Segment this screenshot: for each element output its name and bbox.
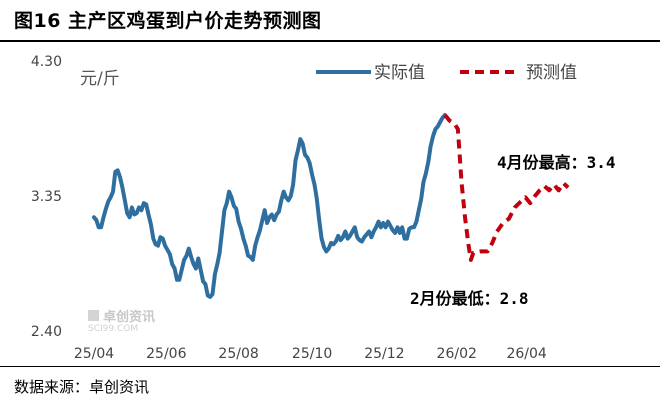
annotation-low: 2月份最低：2.8: [410, 289, 529, 308]
y-tick-label: 4.30: [31, 54, 62, 70]
legend-label-forecast: 预测值: [526, 63, 577, 83]
watermark-text: 卓创资讯: [103, 309, 155, 325]
chart-title: 图16 主产区鸡蛋到户价走势预测图: [14, 10, 322, 32]
line-chart: 卓创资讯 SCI99.COM 4.303.352.40 25/04 25/06 25…: [31, 54, 616, 362]
x-tick-label: 26/04: [506, 346, 546, 362]
x-tick-label: 25/06: [146, 346, 186, 362]
x-tick-label: 25/12: [364, 346, 404, 362]
series-line-forecast: [443, 113, 570, 262]
y-tick-label: 2.40: [31, 324, 62, 340]
watermark-logo: 卓创资讯 SCI99.COM: [88, 309, 155, 334]
watermark-subtext: SCI99.COM: [88, 324, 138, 334]
y-tick-label: 3.35: [31, 189, 62, 205]
x-tick-label: 25/10: [292, 346, 332, 362]
title-rule: [0, 40, 660, 42]
x-axis: 25/04 25/06 25/08 25/10 25/12 26/02 26/04: [74, 346, 547, 362]
y-axis: 4.30 3.35 2.40: [31, 54, 62, 340]
x-tick-label: 26/02: [437, 346, 477, 362]
legend: 实际值 预测值: [316, 63, 577, 83]
x-tick-label: 25/08: [218, 346, 258, 362]
watermark-logo-icon: [88, 310, 99, 321]
footer-rule: [0, 366, 660, 367]
annotation-high: 4月份最高：3.4: [497, 153, 616, 172]
legend-label-actual: 实际值: [374, 63, 425, 83]
data-source: 数据来源：卓创资讯: [14, 378, 150, 396]
series-line-actual: [92, 113, 447, 299]
y-axis-unit: 元/斤: [80, 69, 120, 89]
x-tick-label: 25/04: [74, 346, 114, 362]
